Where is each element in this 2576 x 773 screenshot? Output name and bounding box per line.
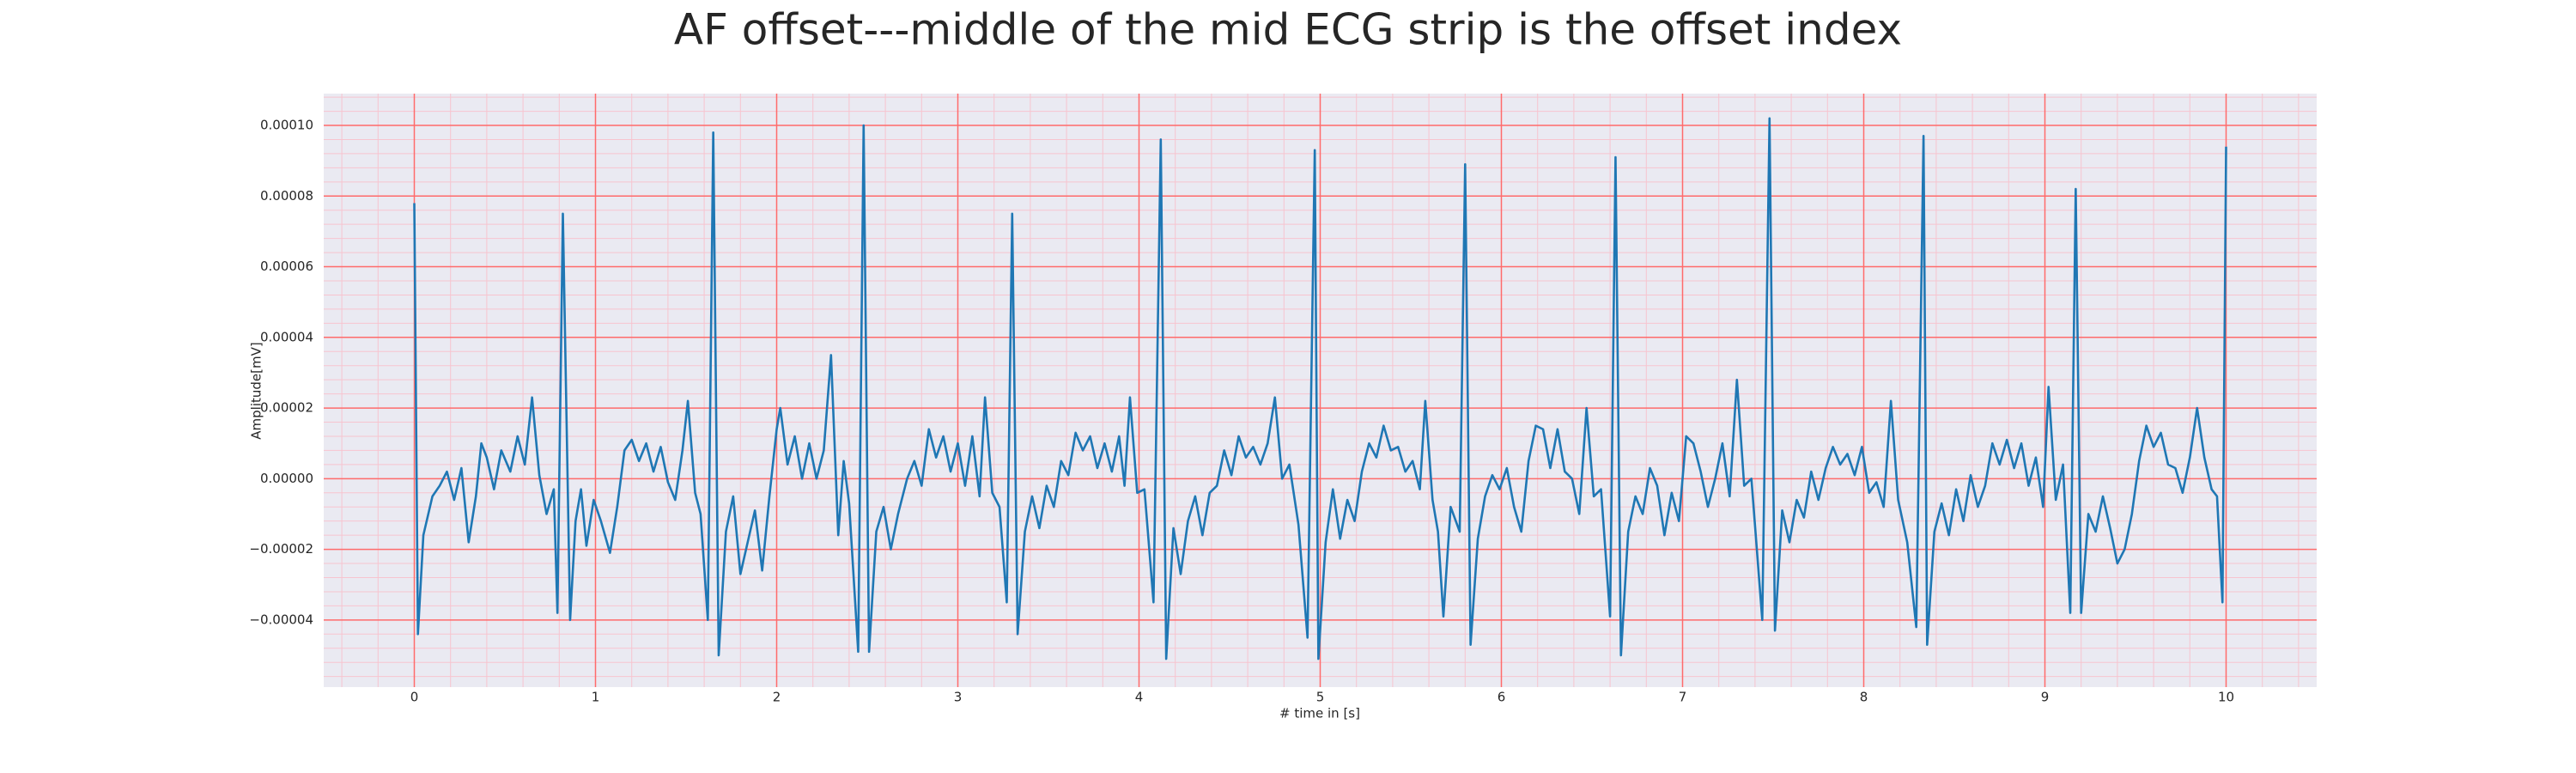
x-tick-label: 7 [1679, 690, 1687, 705]
x-tick-label: 5 [1316, 690, 1325, 705]
y-tick-label: 0.00002 [260, 400, 313, 416]
x-tick-label: 10 [2218, 690, 2234, 705]
x-tick-label: 3 [954, 690, 963, 705]
ecg-line [413, 117, 2227, 660]
x-tick-label: 6 [1498, 690, 1506, 705]
y-axis-label: Amplitude[mV] [249, 342, 264, 439]
x-tick-label: 0 [410, 690, 419, 705]
x-tick-label: 2 [773, 690, 781, 705]
x-tick-label: 4 [1135, 690, 1144, 705]
y-tick-label: 0.00008 [260, 188, 313, 204]
x-axis-label: # time in [s] [1279, 706, 1360, 721]
y-tick-label: −0.00004 [249, 612, 313, 627]
y-tick-label: −0.00002 [249, 541, 313, 557]
x-tick-label: 9 [2041, 690, 2050, 705]
y-tick-label: 0.00000 [260, 471, 313, 486]
y-tick-label: 0.00006 [260, 259, 313, 274]
x-tick-label: 8 [1860, 690, 1868, 705]
x-tick-label: 1 [592, 690, 600, 705]
y-tick-label: 0.00010 [260, 118, 313, 133]
chart-title: AF offset---middle of the mid ECG strip … [674, 5, 1902, 55]
y-tick-label: 0.00004 [260, 329, 313, 344]
